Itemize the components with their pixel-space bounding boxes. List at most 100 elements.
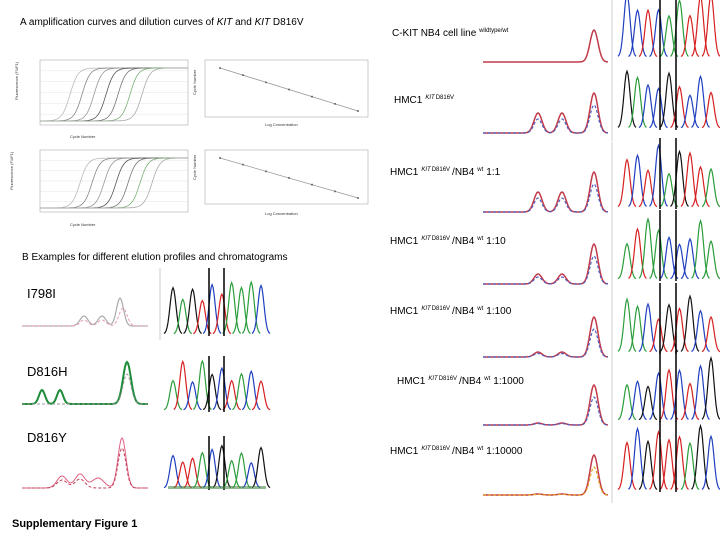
- trace: [222, 459, 241, 489]
- trace: [670, 368, 689, 420]
- point: [219, 67, 221, 69]
- trace: [701, 0, 720, 57]
- trace: [617, 69, 637, 128]
- trace: [670, 0, 689, 57]
- trace: [483, 255, 608, 285]
- trace: [701, 239, 720, 280]
- caption: Supplementary Figure 1: [12, 518, 137, 530]
- point: [334, 102, 336, 105]
- trace: [617, 0, 637, 57]
- ratio: 1:1000: [493, 376, 524, 387]
- trace: [659, 14, 679, 57]
- amplification-curve: [40, 67, 188, 122]
- amplification-curve: [40, 157, 188, 209]
- trace: [483, 28, 609, 63]
- trace: [212, 444, 232, 488]
- trace: [163, 286, 183, 334]
- trace: [659, 368, 679, 420]
- trace: [701, 434, 720, 490]
- mutation: D816V: [432, 446, 450, 452]
- trace: [680, 294, 700, 352]
- point: [357, 110, 359, 112]
- trace: [183, 380, 202, 411]
- trace: [659, 71, 679, 128]
- amplification-curve: [40, 67, 188, 122]
- trace: [163, 454, 183, 489]
- trace: [691, 0, 710, 57]
- trace: [628, 426, 647, 490]
- trace: [617, 440, 637, 490]
- amplification-curve: [40, 157, 188, 209]
- amplification-curve: [40, 157, 188, 209]
- mutation: D816V: [432, 167, 450, 173]
- trace: [701, 355, 720, 420]
- trace: [680, 382, 700, 421]
- amplification-curve: [40, 67, 188, 122]
- trace: [232, 285, 251, 334]
- point: [288, 177, 290, 179]
- trace: [659, 235, 679, 279]
- trace: [691, 74, 710, 128]
- amplification-curve: [40, 157, 188, 209]
- trace: [173, 298, 193, 335]
- trace: [183, 457, 202, 489]
- trace: [222, 280, 242, 334]
- cell: HMC1: [394, 95, 423, 106]
- axis-label: Cycle Number: [70, 134, 96, 139]
- trace: [173, 461, 193, 489]
- amplification-curve: [40, 157, 188, 209]
- trace: [638, 8, 658, 57]
- trace: [202, 282, 222, 334]
- mutation: D816V: [432, 306, 450, 312]
- sample-label: HMC1 KITD816V/NB4 wt 1:100: [390, 306, 512, 317]
- axis-label: Log Concentration: [265, 122, 298, 127]
- partner-sup: wt: [476, 167, 483, 173]
- cell: HMC1: [390, 167, 419, 178]
- point: [242, 74, 244, 77]
- baseline-noise: [168, 486, 266, 489]
- point: [357, 197, 359, 199]
- gene: KIT: [421, 446, 432, 452]
- point: [219, 157, 221, 159]
- partner: /NB4: [459, 376, 482, 387]
- trace: [628, 153, 647, 207]
- axis-label: Log Concentration: [265, 211, 298, 216]
- trace: [202, 373, 222, 411]
- trace: [628, 8, 647, 57]
- point: [242, 163, 244, 166]
- trace: [483, 328, 608, 358]
- point: [265, 81, 267, 84]
- trace: [659, 438, 679, 490]
- sample-label: HMC1 KITD816V/NB4 wt 1:10000: [390, 446, 523, 457]
- trace: [483, 315, 609, 358]
- mutation-label: D816Y: [27, 430, 67, 445]
- trace: [701, 167, 720, 208]
- gene: KIT: [421, 306, 432, 312]
- trace: [691, 165, 710, 208]
- point: [334, 190, 336, 193]
- axis-label: Fluorescence (F1/F1): [9, 151, 14, 190]
- trace: [251, 446, 271, 489]
- partner-sup: wt: [476, 446, 483, 452]
- trace: [232, 372, 251, 411]
- trace: [483, 183, 608, 213]
- point: [288, 88, 290, 91]
- trace: [638, 217, 658, 279]
- trace: [183, 287, 202, 334]
- trace: [251, 380, 271, 411]
- axis-label: Fluorescence (F1/F1): [14, 61, 19, 100]
- trace: [617, 383, 637, 421]
- amplification-curve: [40, 157, 188, 209]
- trace: [670, 149, 689, 207]
- axis-label: Cycle Number: [192, 69, 197, 95]
- trace: [701, 315, 720, 353]
- trace: [628, 304, 647, 352]
- trace: [659, 303, 679, 352]
- trace: [638, 169, 658, 208]
- sample-label: HMC1 KITD816V/NB4 wt 1:1000: [397, 376, 524, 387]
- trace: [617, 242, 637, 280]
- gene: KIT: [421, 167, 432, 173]
- point: [311, 95, 313, 98]
- amplification-curve: [40, 157, 188, 209]
- point: [265, 170, 267, 173]
